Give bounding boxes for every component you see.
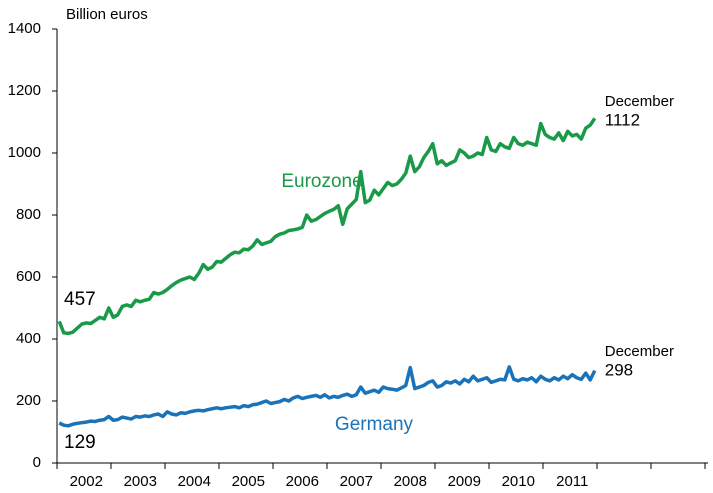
x-tick-label: 2004 bbox=[178, 473, 211, 490]
y-tick-label: 800 bbox=[16, 206, 41, 223]
y-tick-label: 1000 bbox=[8, 144, 41, 161]
x-tick-label: 2002 bbox=[70, 473, 103, 490]
series-line bbox=[57, 117, 597, 336]
annotation: 298 bbox=[605, 360, 633, 379]
series-label: Germany bbox=[335, 414, 414, 435]
annotation: December bbox=[605, 93, 674, 110]
x-tick-label: 2005 bbox=[232, 473, 265, 490]
x-tick-label: 2007 bbox=[340, 473, 373, 490]
x-tick-label: 2010 bbox=[502, 473, 535, 490]
annotation: 457 bbox=[64, 289, 96, 310]
y-tick-label: 400 bbox=[16, 330, 41, 347]
y-tick-label: 600 bbox=[16, 268, 41, 285]
y-tick-label: 1200 bbox=[8, 82, 41, 99]
x-tick-label: 2009 bbox=[448, 473, 481, 490]
y-axis-label: Billion euros bbox=[66, 6, 148, 23]
y-tick-label: 1400 bbox=[8, 20, 41, 37]
x-tick-label: 2011 bbox=[556, 473, 588, 490]
series-line bbox=[58, 365, 597, 428]
y-tick-label: 0 bbox=[33, 454, 41, 471]
x-tick-label: 2003 bbox=[124, 473, 157, 490]
annotation: December bbox=[605, 343, 674, 360]
annotation: 1112 bbox=[605, 110, 640, 129]
y-tick-label: 200 bbox=[16, 392, 41, 409]
x-tick-label: 2008 bbox=[394, 473, 427, 490]
x-tick-label: 2006 bbox=[286, 473, 319, 490]
series-label: Eurozone bbox=[281, 171, 362, 192]
annotation: 129 bbox=[64, 432, 96, 453]
